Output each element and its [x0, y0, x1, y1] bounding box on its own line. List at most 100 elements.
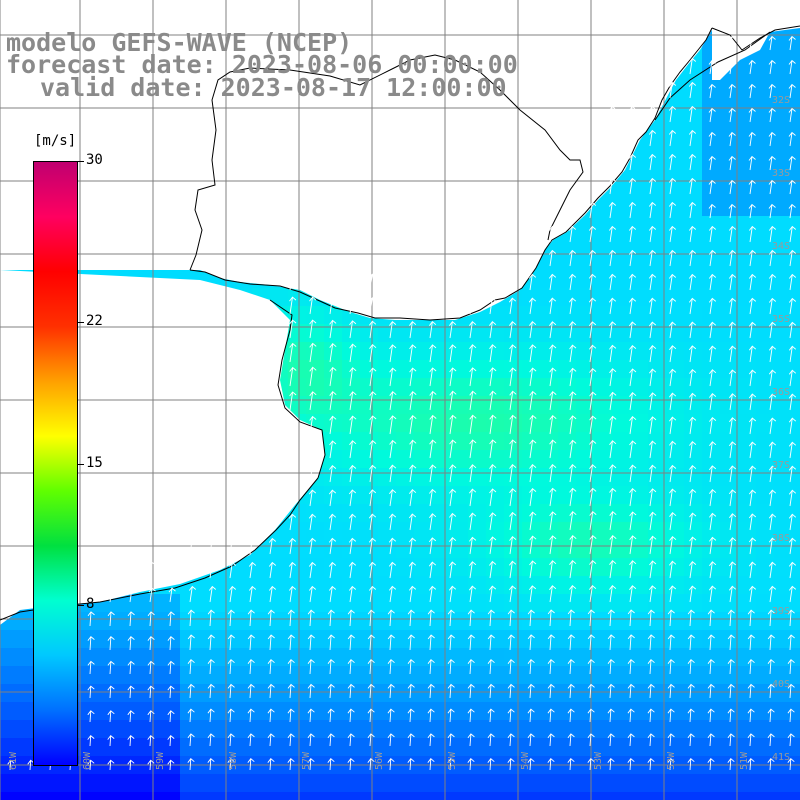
wind-arrow — [387, 758, 395, 771]
wind-arrow — [709, 512, 717, 531]
wind-speed-cell — [468, 324, 486, 342]
wind-arrow — [427, 708, 435, 723]
wind-arrow — [529, 463, 537, 483]
wind-arrow — [588, 201, 597, 219]
wind-speed-cell — [576, 432, 594, 450]
wind-speed-cell — [360, 360, 378, 378]
wind-speed-cell — [774, 504, 792, 522]
wind-speed-cell — [540, 774, 558, 792]
wind-speed-cell — [666, 612, 684, 630]
wind-speed-cell — [306, 612, 324, 630]
wind-speed-cell — [234, 594, 252, 612]
wind-arrow — [428, 537, 437, 555]
wind-arrow — [468, 585, 477, 603]
longitude-label: 54W — [520, 751, 531, 770]
wind-speed-cell — [450, 594, 468, 612]
wind-arrow — [407, 758, 415, 771]
wind-speed-cell — [432, 432, 450, 450]
wind-speed-cell — [90, 738, 108, 756]
wind-speed-cell — [720, 324, 738, 342]
wind-speed-cell — [216, 684, 234, 702]
wind-speed-cell — [432, 666, 450, 684]
wind-arrow — [489, 536, 497, 555]
wind-arrow — [147, 611, 155, 627]
wind-arrow — [348, 513, 357, 531]
wind-arrow — [227, 758, 235, 771]
wind-speed-cell — [270, 684, 288, 702]
wind-arrow — [648, 225, 657, 243]
wind-speed-cell — [90, 684, 108, 702]
wind-arrow — [649, 392, 657, 411]
wind-speed-cell — [558, 702, 576, 720]
wind-speed-cell — [594, 360, 612, 378]
wind-speed-cell — [450, 540, 468, 558]
wind-speed-cell — [0, 720, 18, 738]
wind-arrow — [469, 464, 477, 483]
wind-speed-cell — [360, 342, 378, 360]
wind-arrow — [748, 107, 756, 123]
wind-arrow — [728, 225, 737, 243]
wind-speed-cell — [648, 288, 666, 306]
wind-speed-cell — [270, 288, 288, 306]
wind-arrow — [389, 344, 397, 363]
wind-arrow — [407, 733, 415, 747]
wind-speed-cell — [666, 270, 684, 288]
wind-speed-cell — [630, 270, 648, 288]
wind-arrow — [748, 35, 756, 51]
wind-speed-cell — [414, 486, 432, 504]
wind-speed-cell — [792, 234, 800, 252]
wind-arrow — [748, 489, 757, 507]
wind-speed-cell — [450, 702, 468, 720]
wind-speed-cell — [576, 702, 594, 720]
wind-arrow — [569, 344, 577, 363]
wind-speed-cell — [252, 792, 270, 800]
wind-arrow — [767, 758, 775, 771]
wind-speed-cell — [738, 684, 756, 702]
wind-arrow — [287, 659, 295, 675]
wind-arrow — [709, 441, 717, 459]
wind-arrow — [507, 683, 515, 699]
wind-speed-cell — [648, 450, 666, 468]
title-model: modelo GEFS-WAVE (NCEP) — [6, 28, 353, 57]
longitude-label: 57W — [301, 751, 312, 770]
wind-arrow — [567, 708, 575, 723]
wind-speed-cell — [702, 378, 720, 396]
wind-arrow — [329, 296, 337, 315]
wind-arrow — [527, 659, 535, 675]
wind-arrow — [629, 535, 637, 555]
wind-arrow — [328, 489, 337, 507]
wind-speed-cell — [216, 774, 234, 792]
wind-speed-cell — [576, 594, 594, 612]
wind-speed-cell — [342, 612, 360, 630]
wind-arrow — [768, 297, 777, 315]
wind-speed-cell — [720, 270, 738, 288]
wind-arrow — [747, 683, 755, 699]
wind-arrow — [227, 683, 235, 699]
wind-arrow — [347, 733, 355, 747]
wind-arrow — [367, 733, 375, 747]
wind-arrow — [568, 225, 577, 243]
wind-arrow — [369, 344, 377, 363]
wind-arrow — [507, 733, 515, 747]
wind-arrow — [147, 734, 155, 747]
wind-arrow — [689, 392, 697, 411]
wind-arrow — [788, 203, 796, 219]
wind-arrow — [788, 131, 796, 147]
wind-speed-cell — [648, 720, 666, 738]
wind-arrow — [447, 683, 455, 699]
wind-arrow — [588, 249, 597, 267]
wind-speed-cell — [666, 288, 684, 306]
wind-arrow — [447, 609, 455, 627]
wind-speed-cell — [576, 792, 594, 800]
wind-arrow — [788, 369, 797, 387]
wind-arrow — [589, 585, 597, 603]
wind-speed-cell — [0, 648, 18, 666]
wind-speed-cell — [432, 450, 450, 468]
wind-arrow — [387, 733, 395, 747]
wind-arrow — [329, 366, 337, 387]
wind-arrow — [349, 391, 357, 411]
wind-arrow — [648, 81, 657, 99]
wind-arrow — [307, 634, 315, 651]
wind-speed-cell — [792, 666, 800, 684]
wind-arrow — [667, 609, 675, 627]
